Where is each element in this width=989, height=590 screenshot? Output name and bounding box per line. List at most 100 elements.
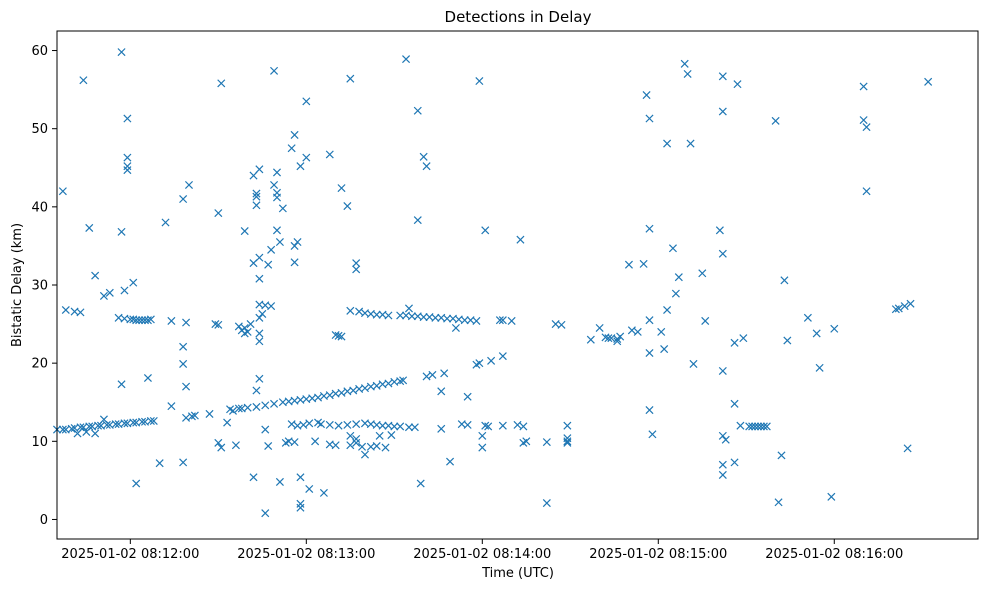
data-point: [217, 79, 226, 88]
data-point: [396, 422, 405, 431]
y-tick-label: 50: [31, 122, 48, 137]
data-point: [143, 316, 152, 325]
data-point: [404, 423, 413, 432]
data-point: [648, 430, 657, 439]
data-point: [226, 405, 235, 414]
data-point: [498, 352, 507, 361]
data-point: [507, 316, 516, 325]
data-point: [272, 193, 282, 202]
data-point: [123, 162, 132, 171]
y-tick-label: 40: [31, 200, 48, 215]
data-point: [305, 419, 314, 428]
data-point: [900, 302, 909, 311]
data-point: [123, 166, 132, 175]
data-point: [416, 479, 425, 488]
data-point: [85, 422, 94, 431]
data-point: [660, 345, 669, 354]
data-point: [484, 422, 493, 431]
data-point: [261, 401, 270, 410]
data-point: [360, 384, 370, 393]
x-tick-label: 2025-01-02 08:15:00: [589, 547, 727, 562]
data-point: [99, 415, 108, 424]
data-point: [287, 420, 296, 429]
data-point: [443, 314, 452, 323]
data-point: [645, 224, 654, 233]
data-point: [290, 438, 299, 447]
data-point: [627, 326, 636, 335]
data-point: [316, 420, 326, 429]
data-point: [519, 422, 528, 431]
data-point: [349, 386, 358, 395]
data-point: [123, 114, 132, 123]
data-point: [721, 435, 730, 444]
data-point: [179, 195, 188, 204]
data-point: [478, 431, 487, 440]
data-point: [906, 299, 915, 308]
data-point: [243, 327, 252, 336]
data-point: [331, 330, 340, 340]
data-point: [252, 201, 261, 210]
data-point: [437, 424, 446, 433]
data-point: [440, 369, 449, 378]
data-point: [355, 307, 364, 316]
data-point: [138, 316, 147, 325]
data-point: [82, 427, 91, 436]
data-point: [240, 227, 249, 236]
data-point: [783, 336, 792, 345]
data-point: [290, 258, 299, 267]
data-point: [167, 402, 176, 411]
data-point: [437, 387, 446, 396]
data-point: [718, 249, 727, 258]
data-point: [243, 403, 252, 412]
data-point: [748, 422, 757, 431]
data-point: [135, 316, 144, 325]
data-point: [516, 235, 525, 244]
data-point: [358, 442, 367, 451]
data-point: [264, 260, 273, 269]
data-point: [542, 499, 551, 508]
data-point: [252, 402, 261, 411]
data-point: [830, 324, 839, 333]
data-point: [234, 404, 243, 413]
data-point: [460, 316, 469, 325]
data-point: [272, 226, 282, 235]
data-point: [645, 406, 654, 415]
data-point: [179, 458, 188, 467]
data-point: [346, 74, 355, 83]
data-point: [384, 379, 393, 388]
data-point: [305, 484, 314, 494]
chart-title: Detections in Delay: [445, 8, 592, 26]
data-point: [252, 386, 261, 395]
data-point: [407, 312, 416, 321]
data-point: [149, 416, 158, 426]
y-tick-label: 60: [31, 44, 48, 59]
data-point: [739, 334, 748, 343]
data-point: [399, 376, 408, 385]
data-point: [325, 420, 334, 429]
y-tick-label: 30: [31, 279, 48, 294]
data-point: [337, 388, 346, 397]
data-point: [261, 425, 270, 434]
data-point: [563, 437, 572, 446]
data-point: [396, 311, 405, 320]
data-point: [184, 180, 194, 189]
data-point: [290, 241, 299, 250]
data-point: [422, 372, 431, 381]
data-point: [258, 309, 267, 318]
x-axis-label: Time (UTC): [481, 566, 554, 581]
data-point: [334, 421, 343, 430]
y-tick-label: 10: [31, 435, 48, 450]
data-point: [214, 438, 223, 447]
data-point: [475, 76, 484, 86]
data-point: [372, 381, 381, 390]
x-tick-label: 2025-01-02 08:16:00: [765, 547, 903, 562]
data-point: [346, 441, 355, 450]
data-point: [542, 438, 551, 447]
data-point: [296, 162, 305, 171]
data-point: [296, 499, 305, 508]
data-point: [451, 323, 460, 333]
data-point: [894, 304, 903, 313]
data-point: [663, 139, 672, 148]
data-point: [718, 366, 727, 375]
data-point: [270, 180, 279, 189]
